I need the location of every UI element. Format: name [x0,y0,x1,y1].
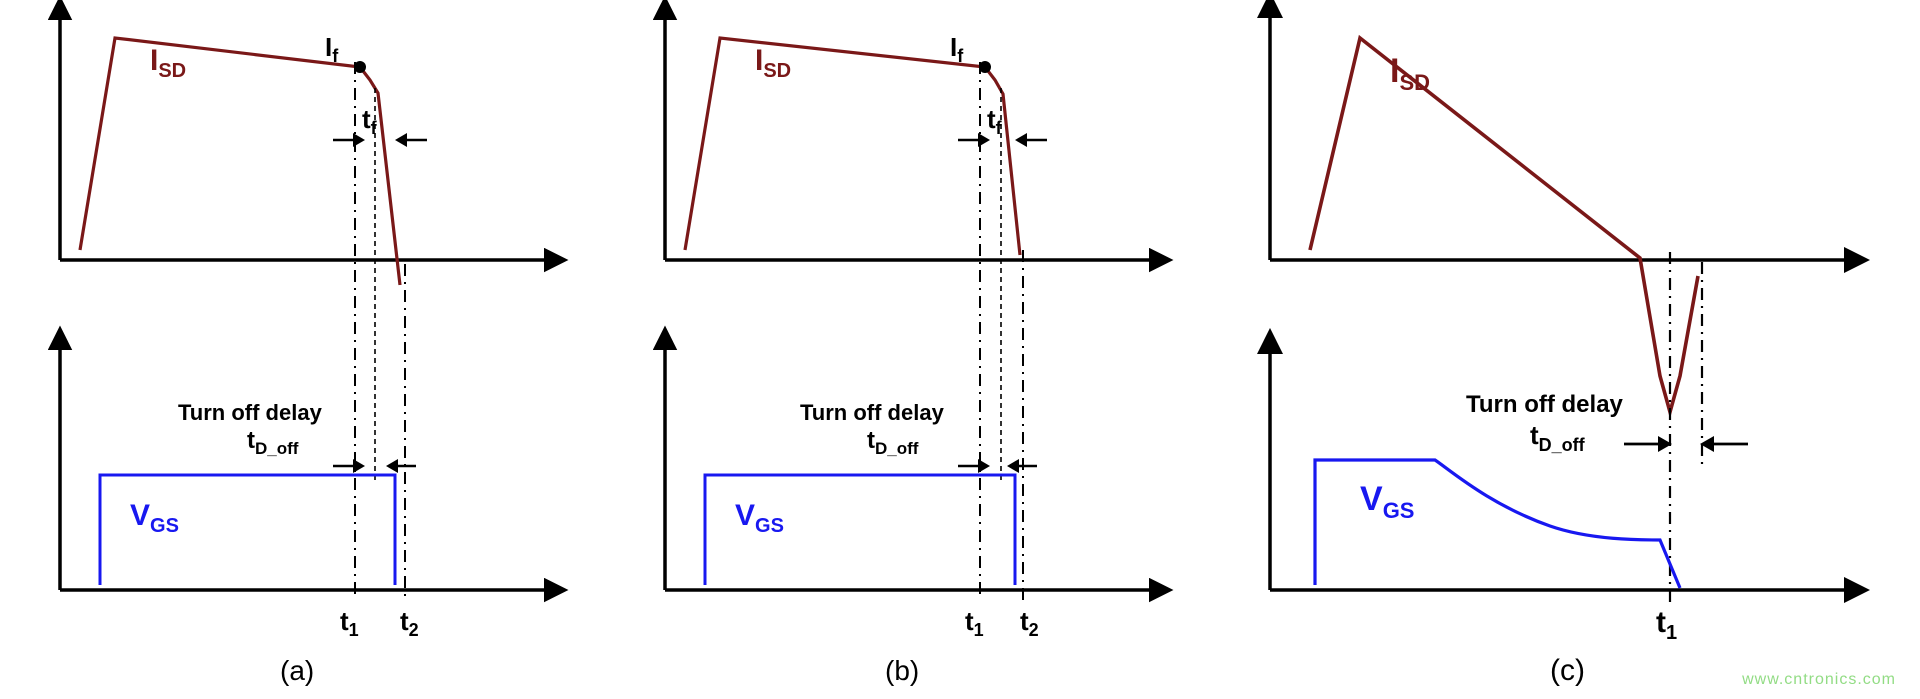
isd-label-a: ISD [150,44,186,82]
bot-chart-a [60,348,546,590]
panel-a-svg: ISD If tf Turn off delay tD_off VGS t1 t… [0,0,605,699]
figure-container: ISD If tf Turn off delay tD_off VGS t1 t… [0,0,1920,699]
t2-label-a: t2 [400,606,419,640]
isd-label-b: ISD [755,44,791,82]
isd-waveform-c [1310,38,1698,412]
panel-b-svg: ISD If tf Turn off delay tD_off VGS t1 t… [605,0,1210,699]
tdoff-marker-b [958,459,1037,473]
turnoff-label-c-l1: Turn off delay [1466,391,1624,418]
isd-waveform-a [80,38,400,285]
isd-label-c: ISD [1390,52,1430,95]
t1-label-a: t1 [340,606,359,640]
panel-c: ISD Turn off delay tD_off VGS t1 (c) www… [1210,0,1920,699]
isd-waveform-b [685,38,1020,255]
tf-marker-b [958,133,1047,147]
t1-label-c: t1 [1656,606,1677,644]
panel-a: ISD If tf Turn off delay tD_off VGS t1 t… [0,0,605,699]
top-chart-b [665,18,1151,260]
vgs-label-a: VGS [130,499,179,537]
turnoff-label-a-l1: Turn off delay [178,400,323,425]
panel-c-svg: ISD Turn off delay tD_off VGS t1 (c) [1210,0,1920,699]
t2-label-b: t2 [1020,606,1039,640]
panel-label-a: (a) [280,655,314,686]
panel-b: ISD If tf Turn off delay tD_off VGS t1 t… [605,0,1210,699]
vgs-label-b: VGS [735,499,784,537]
turnoff-label-c-l2: tD_off [1530,420,1586,455]
t1-label-b: t1 [965,606,984,640]
bot-chart-c [1270,352,1846,590]
tf-marker-a [333,133,427,147]
top-chart-c [1270,16,1846,412]
panel-label-c: (c) [1550,654,1585,687]
bot-chart-b [665,348,1151,590]
watermark: www.cntronics.com [1742,671,1896,689]
panel-label-b: (b) [885,655,919,686]
turnoff-label-b-l2: tD_off [867,427,919,458]
turnoff-label-b-l1: Turn off delay [800,400,945,425]
turnoff-label-a-l2: tD_off [247,427,299,458]
if-label-b: If [950,32,964,66]
vgs-label-c: VGS [1360,480,1414,523]
if-label-a: If [325,32,339,66]
tdoff-marker-c [1624,436,1748,452]
top-chart-a [60,18,546,285]
